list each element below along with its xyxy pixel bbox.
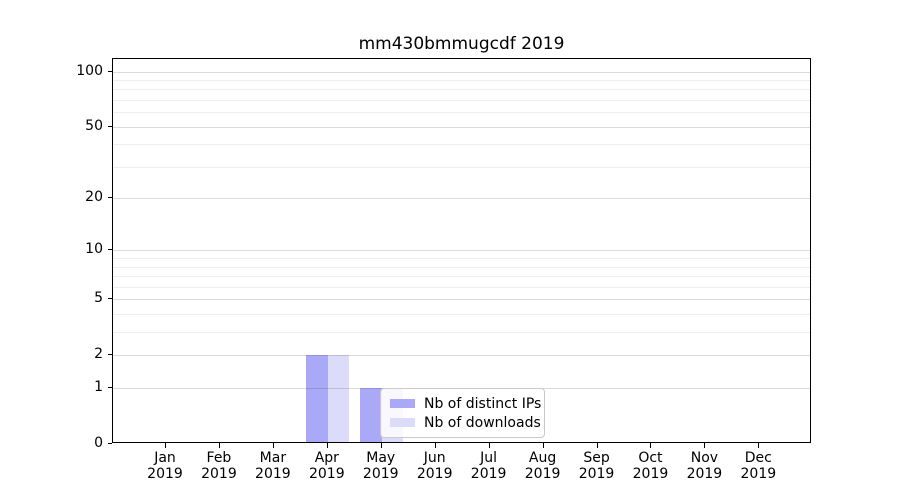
legend-swatch-distinct-ips <box>390 399 415 408</box>
y-tick-label: 1 <box>94 379 103 396</box>
y-gridline-major <box>113 126 810 128</box>
y-gridline-minor <box>113 99 810 101</box>
y-gridline-major <box>113 299 810 301</box>
x-tick-mark <box>218 443 220 448</box>
y-tick-mark <box>108 70 112 72</box>
x-tick-label-jun: Jun 2019 <box>403 450 467 482</box>
y-tick-label: 50 <box>85 117 103 134</box>
x-tick-mark <box>380 443 382 448</box>
y-gridline-minor <box>113 332 810 334</box>
bar-apr-1 <box>327 355 350 442</box>
x-tick-month: Feb <box>206 450 232 466</box>
x-tick-month: Mar <box>259 450 287 466</box>
y-tick-mark <box>108 249 112 251</box>
y-gridline-minor <box>113 314 810 316</box>
y-tick-mark <box>108 387 112 389</box>
chart-title: mm430bmmugcdf 2019 <box>358 34 565 54</box>
x-tick-year: 2019 <box>201 466 237 482</box>
x-tick-mark <box>434 443 436 448</box>
x-tick-mark <box>542 443 544 448</box>
y-gridline-minor <box>113 276 810 278</box>
y-gridline-minor <box>113 166 810 168</box>
x-tick-year: 2019 <box>147 466 183 482</box>
y-gridline-minor <box>113 89 810 91</box>
y-gridline-minor <box>113 286 810 288</box>
x-tick-label-feb: Feb 2019 <box>187 450 251 482</box>
y-gridline-minor <box>113 266 810 268</box>
x-tick-month: Dec <box>744 450 772 466</box>
x-tick-label-may: May 2019 <box>349 450 413 482</box>
y-gridline-minor <box>113 144 810 146</box>
x-tick-month: Jan <box>154 450 176 466</box>
x-tick-mark <box>596 443 598 448</box>
y-gridline-major <box>113 250 810 252</box>
y-tick-mark <box>108 197 112 199</box>
x-tick-mark <box>758 443 760 448</box>
y-tick-label: 20 <box>85 189 103 206</box>
x-tick-label-oct: Oct 2019 <box>618 450 682 482</box>
x-tick-year: 2019 <box>578 466 615 482</box>
x-tick-mark <box>650 443 652 448</box>
y-tick-mark <box>108 298 112 300</box>
x-tick-mark <box>326 443 328 448</box>
x-tick-year: 2019 <box>308 466 345 482</box>
y-tick-label: 10 <box>85 241 103 258</box>
legend-row: Nb of downloads <box>390 414 541 431</box>
y-gridline-minor <box>113 258 810 260</box>
x-tick-mark <box>704 443 706 448</box>
y-tick-label: 100 <box>76 62 103 79</box>
x-tick-year: 2019 <box>524 466 561 482</box>
x-tick-mark <box>488 443 490 448</box>
x-tick-month: Sep <box>583 450 610 466</box>
x-tick-label-nov: Nov 2019 <box>672 450 736 482</box>
y-gridline-minor <box>113 79 810 81</box>
legend-swatch-downloads <box>390 418 415 427</box>
x-tick-label-mar: Mar 2019 <box>241 450 305 482</box>
x-tick-year: 2019 <box>632 466 669 482</box>
x-tick-month: Nov <box>690 450 719 466</box>
x-tick-year: 2019 <box>470 466 507 482</box>
x-tick-year: 2019 <box>255 466 291 482</box>
x-tick-year: 2019 <box>362 466 399 482</box>
legend-label-distinct-ips: Nb of distinct IPs <box>424 395 542 412</box>
x-tick-year: 2019 <box>416 466 453 482</box>
x-tick-mark <box>272 443 274 448</box>
x-tick-year: 2019 <box>686 466 723 482</box>
legend-row: Nb of distinct IPs <box>390 395 541 412</box>
x-tick-mark <box>165 443 166 448</box>
y-tick-mark <box>108 443 112 444</box>
x-tick-month: May <box>366 450 396 466</box>
bar-apr-0 <box>306 355 328 442</box>
legend-label-downloads: Nb of downloads <box>424 414 541 431</box>
x-tick-month: Oct <box>638 450 663 466</box>
y-tick-mark <box>108 125 112 127</box>
x-tick-month: Jun <box>423 450 446 466</box>
y-tick-mark <box>108 354 112 356</box>
y-gridline-major <box>113 355 810 357</box>
y-tick-label: 2 <box>94 346 103 363</box>
x-tick-label-jul: Jul 2019 <box>457 450 521 482</box>
plot-area <box>112 58 811 443</box>
x-tick-label-apr: Apr 2019 <box>295 450 359 482</box>
x-tick-label-sep: Sep 2019 <box>565 450 629 482</box>
y-gridline-minor <box>113 112 810 114</box>
y-tick-label: 0 <box>94 435 103 451</box>
x-tick-month: Apr <box>314 450 339 466</box>
x-tick-label-jan: Jan 2019 <box>133 450 197 482</box>
y-gridline-major <box>113 198 810 200</box>
bar-may-0 <box>360 388 382 442</box>
x-tick-year: 2019 <box>740 466 777 482</box>
y-tick-label: 5 <box>94 290 103 307</box>
x-tick-label-dec: Dec 2019 <box>726 450 790 482</box>
y-gridline-major <box>113 71 810 73</box>
x-tick-month: Jul <box>480 450 498 466</box>
x-tick-label-aug: Aug 2019 <box>511 450 575 482</box>
x-tick-month: Aug <box>528 450 557 466</box>
legend: Nb of distinct IPs Nb of downloads <box>380 388 545 438</box>
